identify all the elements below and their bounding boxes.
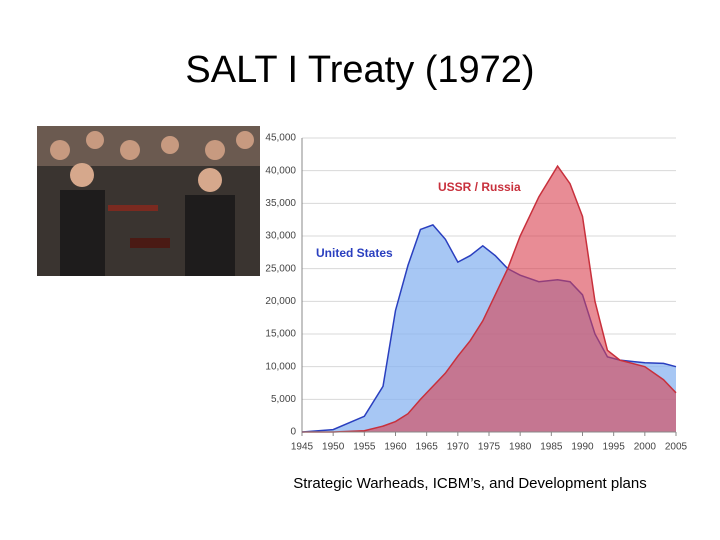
area-line xyxy=(301,164,677,433)
x-tick-label: 1955 xyxy=(353,442,376,453)
x-tick-label: 1995 xyxy=(603,442,626,453)
y-tick-label: 30,000 xyxy=(265,231,296,242)
x-tick-label: 1980 xyxy=(509,442,532,453)
series-label: United States xyxy=(316,246,393,260)
x-tick-label: 2000 xyxy=(634,442,657,453)
x-tick-label: 1950 xyxy=(322,442,345,453)
y-tick-label: 10,000 xyxy=(265,361,296,372)
area xyxy=(302,166,676,433)
y-tick-label: 20,000 xyxy=(265,296,296,307)
y-tick-label: 0 xyxy=(290,427,296,438)
x-tick-label: 1945 xyxy=(291,442,314,453)
x-tick-label: 1965 xyxy=(416,442,439,453)
x-tick-label: 1985 xyxy=(540,442,563,453)
y-tick-label: 35,000 xyxy=(265,198,296,209)
x-tick-label: 1975 xyxy=(478,442,501,453)
series-label: USSR / Russia xyxy=(438,180,521,194)
x-tick-label: 2005 xyxy=(665,442,688,453)
slide-title: SALT I Treaty (1972) xyxy=(185,49,534,91)
area-chart: 0 5,000 10,000 15,000 20,000 25,000 30,000 35,0… xyxy=(265,133,687,453)
y-tick-label: 40,000 xyxy=(265,165,296,176)
y-tick-label: 15,000 xyxy=(265,329,296,340)
photo xyxy=(37,126,260,276)
caption: Strategic Warheads, ICBM’s, and Developm… xyxy=(293,475,647,492)
x-tick-label: 1960 xyxy=(384,442,407,453)
y-tick-label: 45,000 xyxy=(265,133,296,144)
y-tick-label: 25,000 xyxy=(265,263,296,274)
x-tick-label: 1970 xyxy=(447,442,470,453)
y-tick-label: 5,000 xyxy=(271,394,296,405)
x-tick-label: 1990 xyxy=(571,442,594,453)
